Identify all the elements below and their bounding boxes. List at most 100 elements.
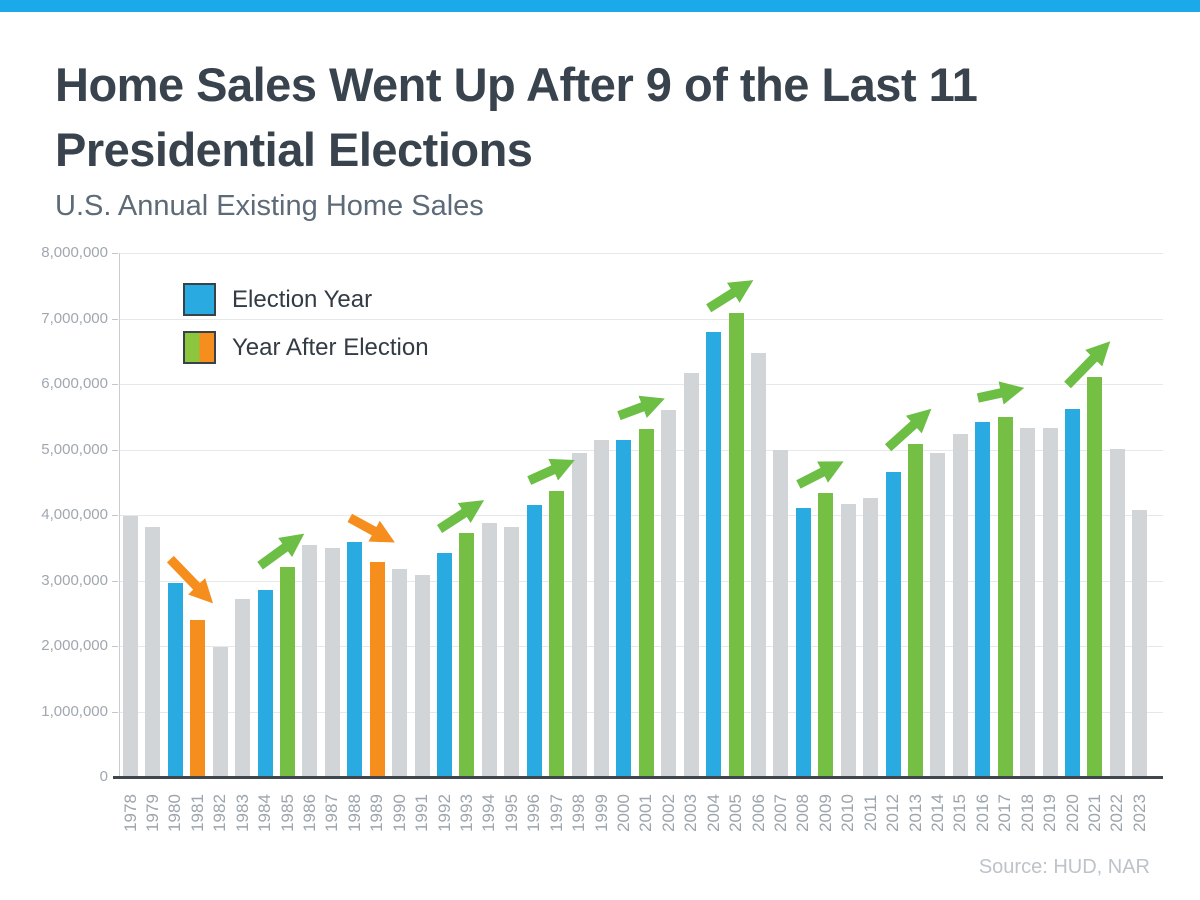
x-axis-label-2019: 2019 [1040, 794, 1060, 832]
x-axis-label-1982: 1982 [210, 794, 230, 832]
x-axis-label-2008: 2008 [793, 794, 813, 832]
x-axis-label-1980: 1980 [165, 794, 185, 832]
title-line-1: Home Sales Went Up After 9 of the Last 1… [55, 58, 978, 111]
bar-2001 [638, 429, 654, 777]
x-axis-label-2017: 2017 [995, 794, 1015, 832]
x-axis-label-2022: 2022 [1107, 794, 1127, 832]
bar-2019 [1042, 427, 1058, 777]
x-axis-label-1987: 1987 [322, 794, 342, 832]
x-axis-label-2003: 2003 [681, 794, 701, 832]
x-axis-label-2006: 2006 [748, 794, 768, 832]
y-axis-label-5,000,000: 5,000,000 [41, 440, 108, 458]
year-after-election-swatch-icon [183, 331, 216, 364]
chart-subtitle: U.S. Annual Existing Home Sales [55, 190, 484, 222]
x-axis-label-2000: 2000 [613, 794, 633, 832]
legend: Election Year Year After Election [183, 283, 429, 379]
y-axis-line [119, 253, 120, 777]
y-tick-5,000,000 [112, 449, 118, 451]
x-axis-label-2021: 2021 [1084, 794, 1104, 832]
y-axis-label-6,000,000: 6,000,000 [41, 375, 108, 392]
bar-1980 [167, 583, 183, 777]
x-axis-label-2013: 2013 [905, 794, 925, 832]
top-accent-bar [0, 0, 1200, 12]
y-axis-label-7,000,000: 7,000,000 [41, 309, 108, 327]
y-tick-1,000,000 [112, 711, 118, 713]
bar-2017 [997, 416, 1013, 777]
bar-1993 [459, 533, 475, 777]
legend-label-year-after-election: Year After Election [232, 333, 429, 361]
source-attribution: Source: HUD, NAR [978, 856, 1150, 878]
bar-2011 [863, 497, 879, 777]
bar-1982 [212, 646, 228, 777]
bar-2012 [885, 471, 901, 777]
page-title: Home Sales Went Up After 9 of the Last 1… [55, 52, 1165, 182]
bar-1999 [594, 439, 610, 777]
x-axis-label-1998: 1998 [569, 794, 589, 832]
bar-2018 [1020, 427, 1036, 777]
x-axis-label-1984: 1984 [255, 794, 275, 832]
bar-1997 [549, 491, 565, 777]
bar-1994 [481, 522, 497, 777]
y-axis-label-1,000,000: 1,000,000 [41, 702, 108, 720]
x-axis-label-1986: 1986 [299, 794, 319, 832]
y-axis-label-8,000,000: 8,000,000 [41, 244, 108, 261]
x-axis-label-1989: 1989 [367, 794, 387, 832]
x-axis-label-1993: 1993 [456, 794, 476, 832]
x-axis-label-1981: 1981 [187, 794, 207, 832]
x-axis-baseline [113, 776, 1163, 779]
bar-1978 [123, 516, 138, 777]
y-tick-8,000,000 [112, 253, 118, 254]
bar-1985 [280, 567, 295, 777]
bar-2003 [683, 372, 699, 777]
bar-2016 [975, 421, 991, 777]
x-axis-label-1985: 1985 [277, 794, 297, 832]
bar-2010 [840, 503, 856, 777]
bar-1998 [571, 453, 587, 777]
x-axis-label-2002: 2002 [658, 794, 678, 832]
x-axis-label-1983: 1983 [232, 794, 252, 832]
bar-1984 [257, 589, 273, 777]
bar-2013 [908, 443, 924, 777]
bar-2022 [1109, 448, 1125, 777]
bar-2008 [795, 508, 811, 777]
bar-2002 [661, 409, 677, 777]
bar-1989 [369, 562, 385, 777]
bar-1996 [526, 504, 542, 777]
x-axis-label-2007: 2007 [770, 794, 790, 832]
x-axis-label-2015: 2015 [950, 794, 970, 832]
y-axis-label-2,000,000: 2,000,000 [41, 637, 108, 654]
bar-1979 [145, 526, 161, 777]
x-axis-label-1988: 1988 [344, 794, 364, 832]
x-axis-label-2018: 2018 [1017, 794, 1037, 832]
bar-2000 [616, 439, 632, 777]
x-axis-label-2016: 2016 [972, 794, 992, 832]
x-axis-label-1997: 1997 [546, 794, 566, 832]
y-tick-2,000,000 [112, 646, 118, 647]
legend-item-election-year: Election Year [183, 283, 429, 316]
bar-2006 [751, 353, 767, 777]
x-axis-label-1994: 1994 [479, 794, 499, 832]
y-axis-label-4,000,000: 4,000,000 [41, 506, 108, 523]
x-axis-label-2012: 2012 [883, 794, 903, 832]
bar-1991 [414, 575, 430, 777]
x-axis-label-1978: 1978 [120, 794, 140, 832]
x-axis-label-1996: 1996 [524, 794, 544, 832]
gridline-7,000,000 [119, 318, 1163, 320]
x-axis-label-2020: 2020 [1062, 794, 1082, 832]
x-axis-label-2009: 2009 [815, 794, 835, 832]
bar-1983 [235, 599, 251, 777]
legend-label-election-year: Election Year [232, 285, 373, 313]
bar-1992 [437, 552, 453, 777]
x-axis-label-2005: 2005 [726, 794, 746, 832]
bar-1990 [392, 569, 408, 777]
y-tick-7,000,000 [112, 318, 118, 320]
bar-1981 [190, 619, 206, 777]
bar-2014 [930, 453, 946, 777]
bar-2020 [1065, 408, 1081, 777]
x-axis-label-2014: 2014 [927, 794, 947, 832]
x-axis-label-2010: 2010 [838, 794, 858, 832]
x-axis-label-2001: 2001 [636, 794, 656, 832]
election-year-swatch-icon [183, 283, 216, 316]
bar-1987 [324, 547, 340, 777]
